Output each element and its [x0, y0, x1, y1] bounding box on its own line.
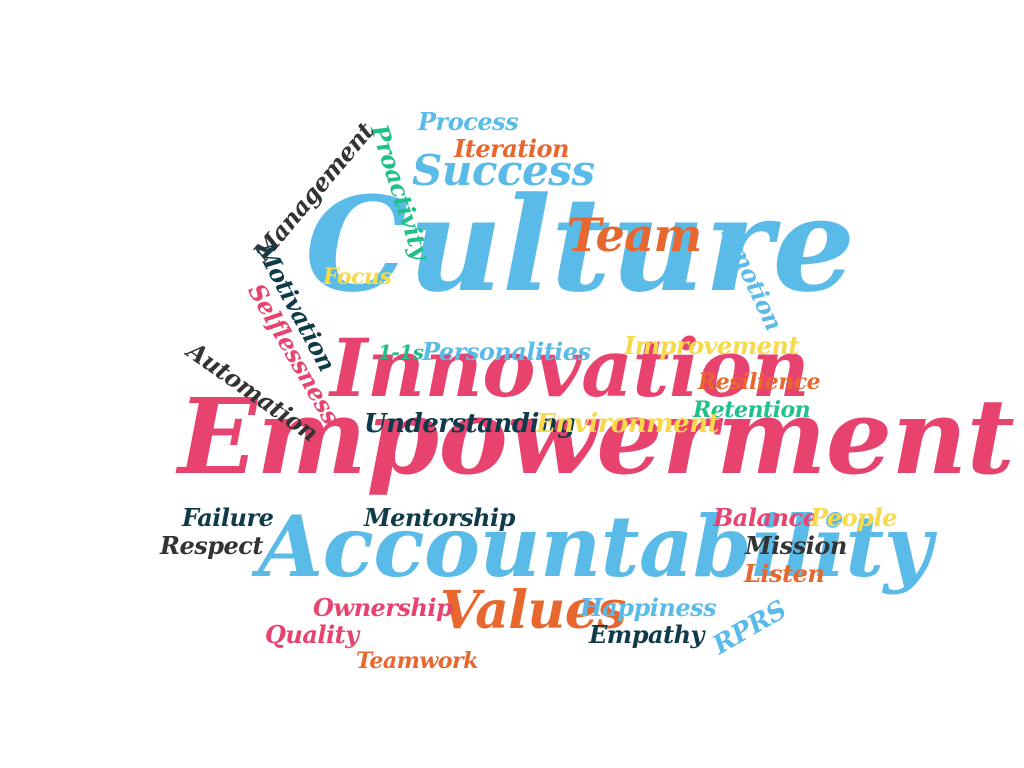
word-one-on-ones: 1-1s [378, 340, 424, 364]
word-respect: Respect [160, 531, 263, 560]
word-success: Success [412, 146, 595, 195]
word-retention: Retention [693, 397, 811, 423]
word-improvement: Improvement [624, 331, 799, 360]
word-empathy: Empathy [589, 620, 705, 649]
word-teamwork: Teamwork [356, 648, 478, 674]
word-values: Values [440, 580, 627, 641]
word-failure: Failure [182, 503, 274, 532]
word-innovation: Innovation [330, 321, 810, 415]
word-ownership: Ownership [313, 593, 453, 622]
word-resilience: Resilience [698, 369, 821, 395]
word-happiness: Happiness [580, 593, 717, 622]
word-quality: Quality [265, 620, 359, 649]
word-mentorship: Mentorship [364, 503, 515, 532]
word-environment: Environment [536, 409, 720, 439]
word-personalities: Personalities [422, 337, 591, 366]
word-listen: Listen [744, 559, 825, 588]
word-team: Team [567, 208, 702, 262]
word-process: Process [418, 107, 519, 136]
word-iteration: Iteration [454, 134, 569, 163]
word-understanding: Understanding [364, 409, 576, 439]
word-people: People [810, 503, 897, 532]
word-culture: Culture [305, 168, 855, 321]
word-mission: Mission [745, 531, 847, 560]
word-empowerment: Empowerment [178, 375, 1015, 498]
word-balance: Balance [713, 503, 818, 532]
word-focus: Focus [323, 264, 392, 290]
word-accountability: Accountability [258, 497, 932, 596]
word-rprs: RPRS [707, 595, 792, 661]
